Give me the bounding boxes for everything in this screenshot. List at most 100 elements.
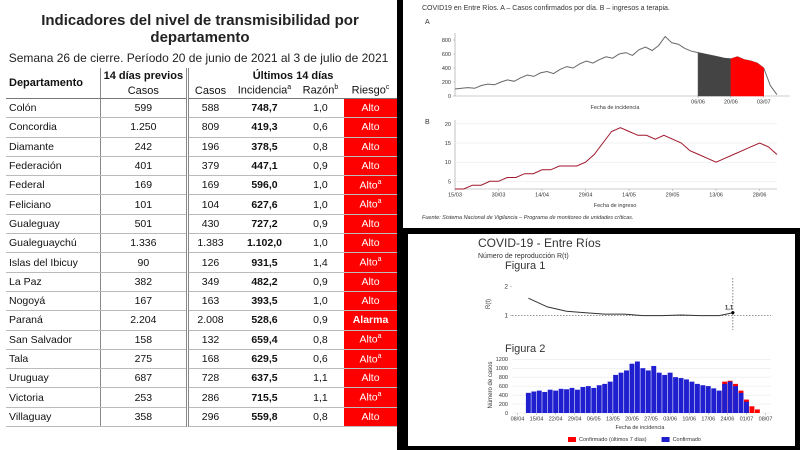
cell-text: 1,1 bbox=[313, 391, 328, 404]
annotation: 1,1 bbox=[725, 306, 734, 312]
table-cell: Diamante bbox=[6, 137, 101, 157]
y-tick-label: 0 bbox=[505, 411, 508, 417]
y-tick-label: 10 bbox=[445, 160, 451, 166]
cell-text: Alto bbox=[359, 353, 378, 366]
table-cell: 101 bbox=[100, 194, 190, 215]
y-axis-label: Número de casos bbox=[488, 361, 494, 408]
group-header: 14 días previos bbox=[100, 68, 190, 83]
bar bbox=[744, 401, 749, 413]
cell-text: 393,5 bbox=[251, 295, 278, 308]
bottom-subtitle: Número de reproducción R(t) bbox=[478, 253, 569, 260]
risk-cell: Altoa bbox=[344, 194, 397, 215]
risk-note: a bbox=[377, 179, 382, 187]
cell-text: 253 bbox=[134, 391, 153, 404]
table-cell: Gualeguay bbox=[6, 214, 101, 235]
bar bbox=[558, 388, 564, 413]
bar bbox=[678, 378, 684, 413]
cell-text: 559,8 bbox=[251, 410, 278, 423]
x-tick-label: 17/06 bbox=[701, 417, 715, 423]
risk-cell: Altoa bbox=[344, 349, 397, 370]
risk-cell: Alto bbox=[344, 272, 397, 292]
table-cell: 1,1 bbox=[296, 368, 345, 389]
table-cell: 382 bbox=[100, 272, 190, 292]
cell-text: 728 bbox=[201, 372, 220, 385]
risk-cell: Alarma bbox=[344, 310, 397, 331]
bar bbox=[553, 390, 559, 413]
bar bbox=[656, 372, 662, 413]
x-tick-label: 06/05 bbox=[587, 417, 601, 423]
table-cell: 627,6 bbox=[231, 194, 297, 215]
bar bbox=[634, 361, 640, 413]
risk-cell: Alto bbox=[344, 137, 397, 157]
table-cell: Villaguay bbox=[6, 407, 101, 428]
bar bbox=[738, 392, 744, 413]
cell-text: Alto bbox=[361, 237, 380, 250]
table-cell: 559,8 bbox=[231, 407, 297, 428]
y-tick-label: 600 bbox=[442, 52, 451, 58]
table-cell: 0,8 bbox=[296, 407, 345, 428]
table-cell: Colón bbox=[6, 98, 101, 119]
table-cell: 1,1 bbox=[296, 387, 345, 408]
table-cell: 1,0 bbox=[296, 194, 345, 215]
table-cell: 931,5 bbox=[231, 252, 297, 273]
bar bbox=[694, 383, 700, 413]
y-tick-label: 1200 bbox=[496, 357, 508, 363]
table-cell: 1,0 bbox=[296, 98, 345, 119]
table-cell: 659,4 bbox=[231, 330, 297, 350]
x-tick-label: 13/05 bbox=[606, 417, 620, 423]
risk-note: a bbox=[377, 198, 382, 206]
cell-text: 242 bbox=[134, 140, 153, 153]
table-cell: 0,9 bbox=[296, 214, 345, 235]
y-tick-label: 1 bbox=[504, 313, 508, 320]
column-header-note: a bbox=[287, 84, 292, 92]
cell-text: Alto bbox=[361, 217, 380, 230]
bar bbox=[602, 383, 608, 413]
table-cell: 1,0 bbox=[296, 233, 345, 254]
table-cell: 715,5 bbox=[231, 387, 297, 408]
cell-text: Islas del Ibicuy bbox=[9, 256, 78, 269]
cell-text: Alto bbox=[361, 295, 380, 308]
table-row: Villaguay 358 296 559,8 0,8 Alto bbox=[6, 407, 397, 428]
legend-swatch bbox=[661, 437, 670, 442]
table-cell: 163 bbox=[187, 291, 232, 312]
x-tick-label: 03/06 bbox=[663, 417, 677, 423]
bar bbox=[542, 391, 548, 413]
y-tick-label: 200 bbox=[499, 402, 508, 408]
cell-text: 430 bbox=[201, 217, 220, 230]
cell-text: 0,6 bbox=[313, 353, 328, 365]
cell-text: 378,5 bbox=[251, 140, 278, 153]
table-row: Gualeguaychú 1.336 1.383 1.102,0 1,0 Alto bbox=[6, 233, 397, 254]
x-tick-label: 14/04 bbox=[535, 193, 549, 199]
table-cell: 0,6 bbox=[296, 349, 345, 370]
cell-text: Colón bbox=[9, 102, 37, 115]
chart-title: Figura 1 bbox=[505, 260, 545, 272]
table-row: Feliciano 101 104 627,6 1,0 Altoa bbox=[6, 194, 397, 215]
table-cell: 0,6 bbox=[296, 117, 345, 138]
cell-text: 1,0 bbox=[313, 237, 328, 250]
table-row: La Paz 382 349 482,2 0,9 Alto bbox=[6, 272, 397, 292]
table-cell: 286 bbox=[187, 387, 232, 408]
y-tick-label: 20 bbox=[445, 122, 451, 128]
table-cell: 528,6 bbox=[231, 310, 297, 331]
table-row: Concordia 1.250 809 419,3 0,6 Alto bbox=[6, 117, 397, 138]
y-tick-label: 1000 bbox=[496, 366, 508, 372]
bar bbox=[525, 392, 531, 413]
bar bbox=[667, 372, 673, 413]
risk-cell: Alto bbox=[344, 156, 397, 177]
column-header: Riesgoc bbox=[344, 83, 397, 99]
cell-text: Federación bbox=[9, 160, 62, 173]
x-tick-label: 28/06 bbox=[753, 193, 767, 199]
panel-label: A bbox=[425, 19, 430, 26]
column-header-text: Casos bbox=[194, 84, 227, 97]
cell-text: 126 bbox=[201, 256, 220, 269]
table-cell: 727,2 bbox=[231, 214, 297, 235]
x-tick-label: 20/06 bbox=[724, 100, 738, 106]
table-cell: 1,4 bbox=[296, 252, 345, 273]
chart-title: Figura 2 bbox=[505, 343, 545, 355]
bar bbox=[607, 381, 613, 413]
table-cell: 501 bbox=[100, 214, 190, 235]
table-cell: 393,5 bbox=[231, 291, 297, 312]
column-header-note: b bbox=[334, 84, 339, 92]
bottom-panel bbox=[408, 234, 795, 446]
table-cell: 275 bbox=[100, 349, 190, 370]
